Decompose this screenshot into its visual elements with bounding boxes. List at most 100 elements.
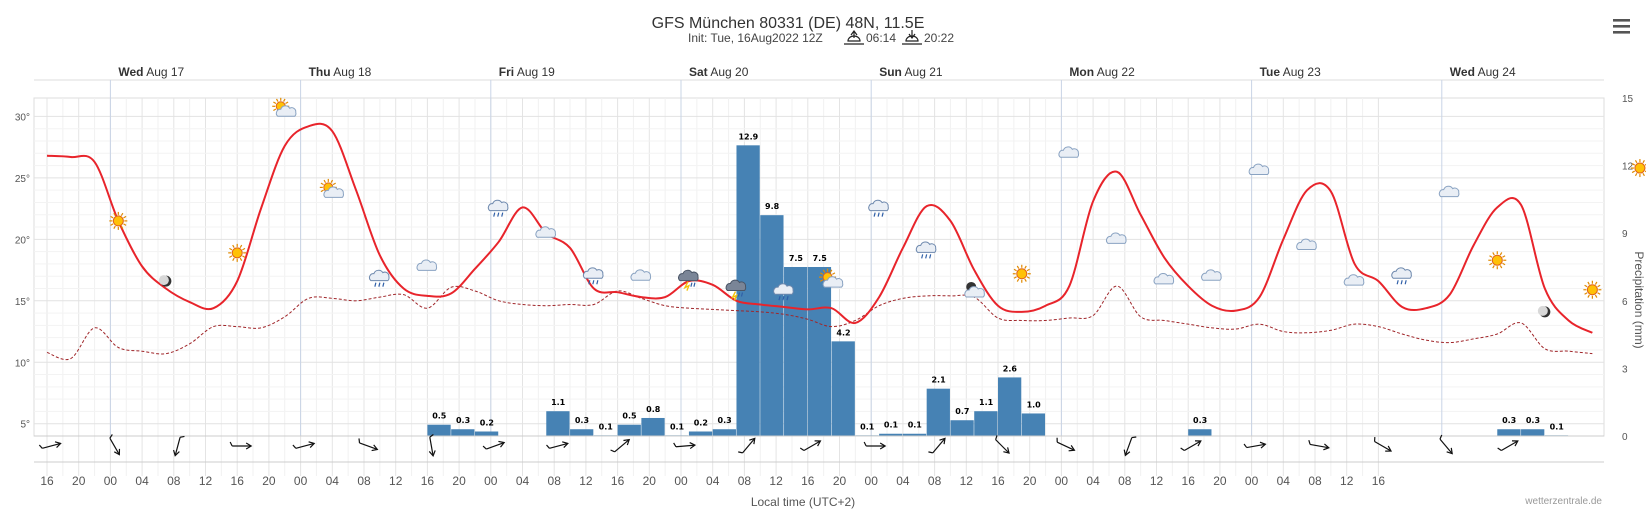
moon-cloud-icon bbox=[964, 281, 985, 298]
x-tick-label: 12 bbox=[579, 474, 593, 488]
wind-arrow bbox=[38, 441, 62, 449]
sun-icon bbox=[228, 243, 247, 262]
x-tick-label: 00 bbox=[1245, 474, 1259, 488]
sun-disc bbox=[1634, 162, 1646, 174]
x-tick-label: 08 bbox=[738, 474, 752, 488]
sun-disc bbox=[1491, 254, 1503, 266]
precip-data-label: 0.5 bbox=[622, 412, 637, 421]
lightning bbox=[683, 281, 691, 291]
rain-drop bbox=[690, 282, 693, 287]
cloud-icon bbox=[535, 226, 556, 238]
wind-head bbox=[54, 441, 62, 449]
sun-ray bbox=[1489, 262, 1493, 266]
x-tick-label: 20 bbox=[262, 474, 276, 488]
rain-drop bbox=[786, 296, 789, 301]
y-right-tick-label: 9 bbox=[1622, 229, 1628, 240]
wind-shaft bbox=[295, 443, 314, 449]
precip-data-label: 0.8 bbox=[646, 405, 661, 414]
precip-bar bbox=[926, 388, 950, 436]
wind-head bbox=[814, 440, 822, 447]
y-left-tick-label: 25° bbox=[15, 174, 30, 185]
y-right-tick-label: 15 bbox=[1622, 94, 1634, 105]
wind-barb bbox=[1308, 439, 1311, 445]
sun-ray bbox=[822, 269, 826, 273]
wind-arrow bbox=[1243, 441, 1267, 449]
credit-label[interactable]: wetterzentrale.de bbox=[1524, 496, 1602, 507]
sunrise-icon bbox=[844, 30, 864, 45]
cloud-shape bbox=[323, 186, 344, 198]
sun-ray bbox=[229, 247, 233, 251]
wind-barb bbox=[229, 441, 233, 447]
rain-drop bbox=[501, 212, 504, 217]
precip-bar bbox=[451, 429, 475, 436]
sun-ray bbox=[330, 179, 334, 183]
wind-shaft bbox=[614, 439, 629, 453]
cloud-rain-icon bbox=[369, 269, 390, 287]
day-label: Sat Aug 20 bbox=[689, 65, 749, 79]
cloud-shape bbox=[1391, 267, 1412, 279]
x-tick-label: 16 bbox=[611, 474, 625, 488]
cloud-shape bbox=[678, 269, 699, 282]
wind-head bbox=[939, 437, 946, 445]
wind-barb bbox=[109, 434, 113, 439]
sun-ray bbox=[1026, 276, 1030, 279]
x-tick-label: 20 bbox=[1023, 474, 1037, 488]
wind-arrow bbox=[610, 438, 631, 453]
cloud-icon bbox=[1058, 146, 1079, 158]
x-tick-label: 16 bbox=[421, 474, 435, 488]
wind-barb bbox=[928, 451, 933, 454]
cloud-shape bbox=[275, 105, 297, 117]
wind-arrow bbox=[546, 441, 569, 449]
hamburger-menu-icon[interactable] bbox=[1610, 16, 1632, 36]
precip-data-label: 1.1 bbox=[979, 398, 994, 407]
x-tick-label: 20 bbox=[1213, 474, 1227, 488]
cloud-icon bbox=[1343, 274, 1365, 286]
x-tick-label: 08 bbox=[167, 474, 181, 488]
wind-head bbox=[1511, 440, 1519, 447]
sun-ray bbox=[1013, 276, 1017, 279]
sun-ray bbox=[239, 257, 243, 261]
rain-drop bbox=[873, 212, 876, 217]
cloud-shape bbox=[725, 279, 747, 292]
precip-bar bbox=[641, 417, 665, 436]
precip-bar bbox=[760, 215, 784, 436]
wind-shaft bbox=[174, 437, 181, 455]
cloud-rain-icon bbox=[487, 199, 509, 217]
precip-data-label: 1.1 bbox=[551, 398, 566, 407]
precip-bar bbox=[807, 267, 832, 436]
y-right-tick-label: 12 bbox=[1622, 162, 1634, 173]
precip-bar bbox=[1021, 413, 1046, 436]
sun-ray bbox=[1587, 281, 1590, 285]
cloud-icon bbox=[630, 269, 652, 281]
precip-data-label: 2.6 bbox=[1003, 364, 1018, 373]
x-tick-label: 16 bbox=[40, 474, 54, 488]
wind-shaft bbox=[42, 443, 60, 449]
wind-head bbox=[1123, 449, 1131, 457]
wind-head bbox=[308, 441, 316, 449]
moon-lit bbox=[1537, 305, 1548, 316]
sun-ray bbox=[1492, 252, 1495, 256]
rain-drop bbox=[778, 296, 781, 301]
x-tick-label: 00 bbox=[674, 474, 688, 488]
y-left-tick-label: 20° bbox=[15, 235, 30, 246]
rain-drop bbox=[592, 280, 595, 285]
wind-arrow bbox=[172, 435, 185, 457]
cloud-icon bbox=[1296, 238, 1317, 250]
day-date: Aug 24 bbox=[1475, 65, 1516, 79]
rain-drop bbox=[929, 254, 932, 259]
day-date: Aug 18 bbox=[331, 65, 372, 79]
x-tick-label: 08 bbox=[928, 474, 942, 488]
rain-drop bbox=[588, 280, 591, 285]
sun-ray bbox=[1489, 255, 1493, 258]
rain-drop bbox=[378, 282, 381, 287]
rain-drop bbox=[1400, 280, 1403, 285]
sun-disc bbox=[231, 247, 243, 259]
wind-head bbox=[172, 449, 180, 457]
wind-arrow bbox=[1056, 437, 1076, 452]
sun-ray bbox=[1634, 172, 1638, 177]
day-label: Tue Aug 23 bbox=[1260, 65, 1321, 79]
cloud-shape bbox=[915, 241, 937, 253]
sun-ray bbox=[282, 98, 286, 102]
